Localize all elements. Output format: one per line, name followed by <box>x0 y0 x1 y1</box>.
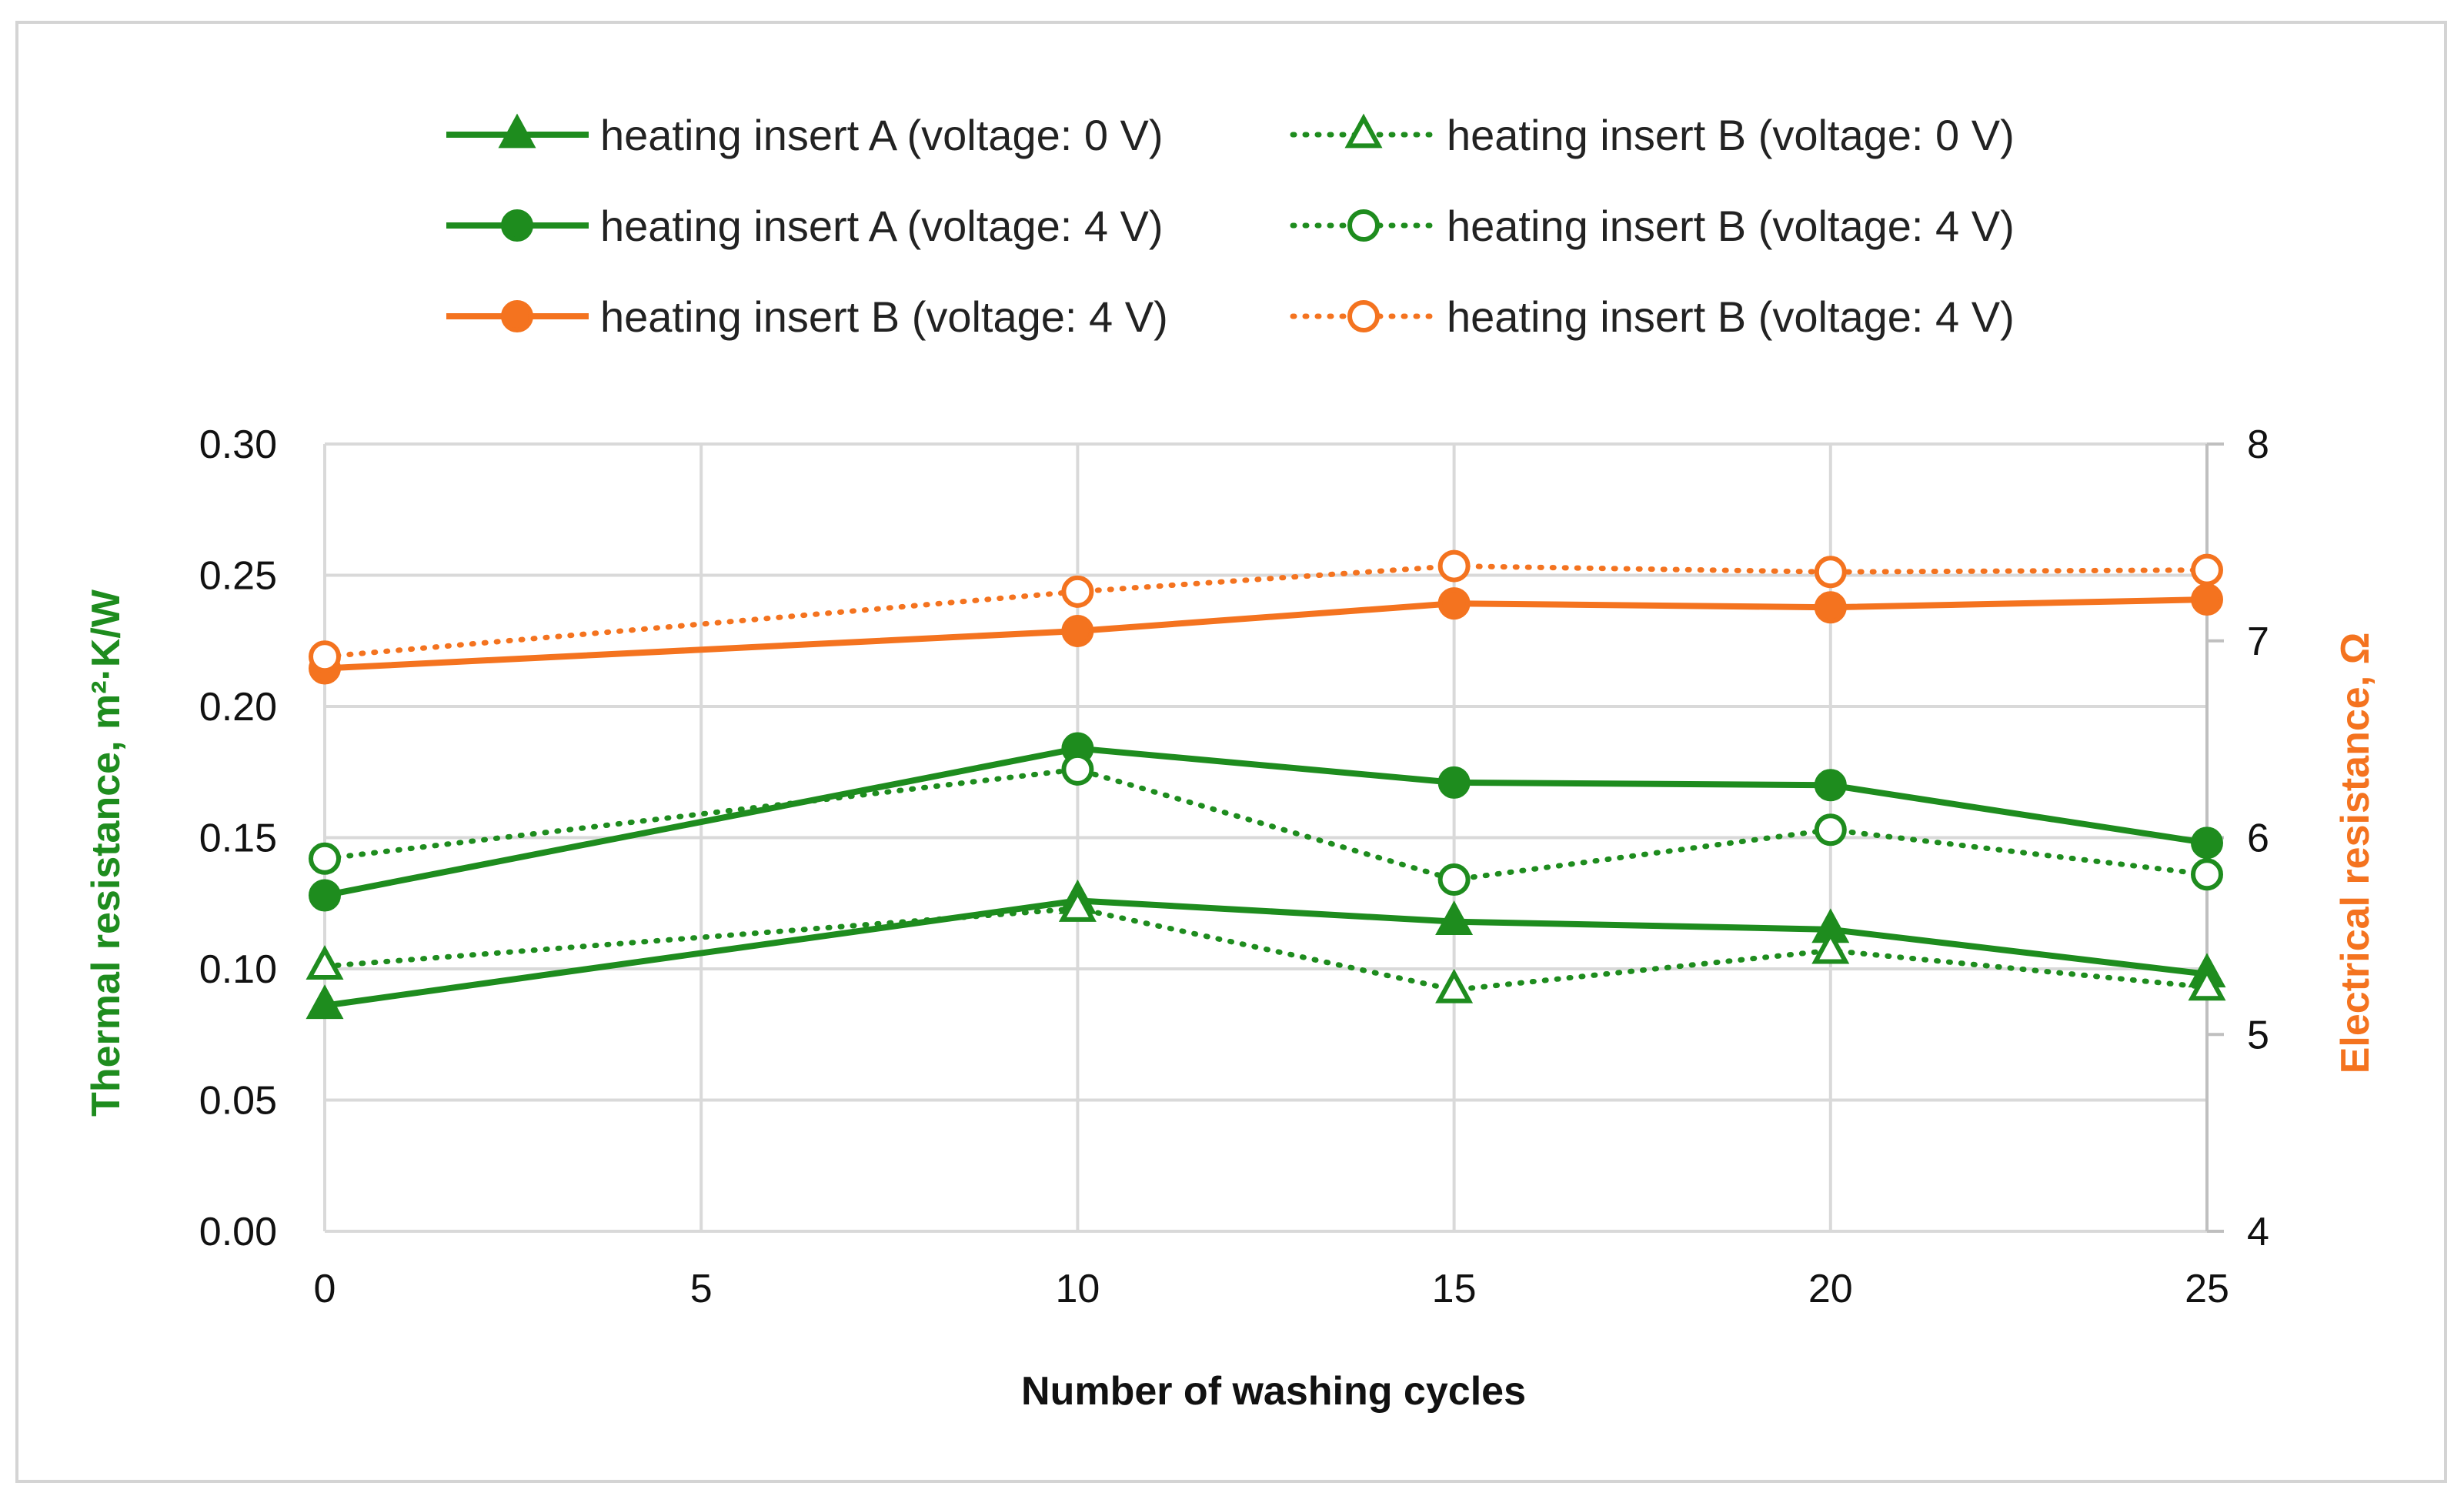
legend-label: heating insert A (voltage: 0 V) <box>600 111 1164 159</box>
x-tick-label: 25 <box>2185 1267 2229 1311</box>
legend: heating insert A (voltage: 0 V) heating i… <box>446 111 2015 341</box>
y-right-tick-label: 6 <box>2247 816 2269 861</box>
data-point <box>1437 549 1471 583</box>
data-point <box>1061 614 1094 647</box>
legend-label: heating insert B (voltage: 0 V) <box>1447 111 2015 159</box>
data-point <box>2191 858 2223 891</box>
series-line <box>322 563 2210 660</box>
legend-marker <box>1347 209 1380 242</box>
legend-marker <box>1344 113 1383 149</box>
legend-marker <box>501 300 533 332</box>
data-point <box>305 984 344 1020</box>
legend-item: heating insert A (voltage: 0 V) <box>446 111 1164 159</box>
y-left-tick-label: 0.05 <box>199 1079 277 1124</box>
y-left-tick-label: 0.00 <box>199 1210 277 1254</box>
y-right-axis-title: Electrical resistance, Ω <box>2333 633 2378 1074</box>
data-point <box>1437 587 1471 620</box>
data-point <box>1814 813 1847 846</box>
legend-item: heating insert B (voltage: 0 V) <box>1290 111 2015 159</box>
legend-label: heating insert A (voltage: 4 V) <box>600 202 1164 250</box>
data-point <box>1061 753 1094 786</box>
chart-frame <box>15 21 2447 1483</box>
data-point <box>2188 966 2226 1001</box>
legend-item: heating insert A (voltage: 4 V) <box>446 202 1164 250</box>
series-line <box>324 897 2208 1009</box>
data-point <box>305 945 344 980</box>
data-point <box>2191 583 2223 616</box>
legend-label: heating insert B (voltage: 4 V) <box>600 292 1168 341</box>
data-point <box>1435 968 1474 1003</box>
series-3 <box>309 732 2223 912</box>
data-point <box>309 842 341 875</box>
y-right-tick-label: 8 <box>2247 422 2269 467</box>
series-line <box>324 745 2208 899</box>
x-tick-label: 10 <box>1055 1267 1100 1311</box>
data-point <box>1814 556 1847 589</box>
data-point <box>1814 769 1847 802</box>
legend-marker <box>1347 300 1380 332</box>
legend-item: heating insert B (voltage: 4 V) <box>1290 292 2015 341</box>
series-4 <box>309 753 2223 897</box>
series-6 <box>309 549 2223 673</box>
y-left-tick-label: 0.10 <box>199 947 277 992</box>
gridlines <box>323 442 2209 1233</box>
x-tick-label: 15 <box>1432 1267 1477 1311</box>
y-left-tick-label: 0.30 <box>199 422 277 467</box>
data-point <box>1061 575 1094 608</box>
data-point <box>2191 826 2223 860</box>
series-2 <box>305 887 2226 1003</box>
y-left-tick-label: 0.20 <box>199 685 277 730</box>
x-tick-label: 5 <box>690 1267 713 1311</box>
data-point <box>1811 929 1850 964</box>
x-axis-title: Number of washing cycles <box>1021 1369 1526 1414</box>
data-point <box>1437 863 1471 897</box>
x-tick-label: 20 <box>1808 1267 1853 1311</box>
legend-marker <box>501 209 533 242</box>
legend-item: heating insert B (voltage: 4 V) <box>1290 202 2015 250</box>
y-left-tick-label: 0.15 <box>199 816 277 861</box>
x-tick-label: 0 <box>314 1267 336 1311</box>
y-right-tick-label: 5 <box>2247 1013 2269 1057</box>
y-left-axis-title: Thermal resistance, m²·K/W <box>84 589 129 1117</box>
series-line <box>322 766 2210 883</box>
data-point <box>309 640 341 673</box>
data-point <box>1437 766 1471 799</box>
series-line <box>322 906 2210 993</box>
legend-item: heating insert B (voltage: 4 V) <box>446 292 1168 341</box>
y-left-tick-label: 0.25 <box>199 554 277 599</box>
y-right-tick-label: 4 <box>2247 1210 2269 1254</box>
data-point <box>309 879 341 912</box>
data-point <box>1814 591 1847 624</box>
legend-label: heating insert B (voltage: 4 V) <box>1447 292 2015 341</box>
data-point <box>1435 900 1474 935</box>
legend-marker <box>498 113 536 149</box>
data-point <box>1058 887 1097 922</box>
y-right-tick-label: 7 <box>2247 619 2269 664</box>
data-point <box>2191 553 2223 586</box>
series-1 <box>305 879 2226 1020</box>
legend-label: heating insert B (voltage: 4 V) <box>1447 202 2015 250</box>
